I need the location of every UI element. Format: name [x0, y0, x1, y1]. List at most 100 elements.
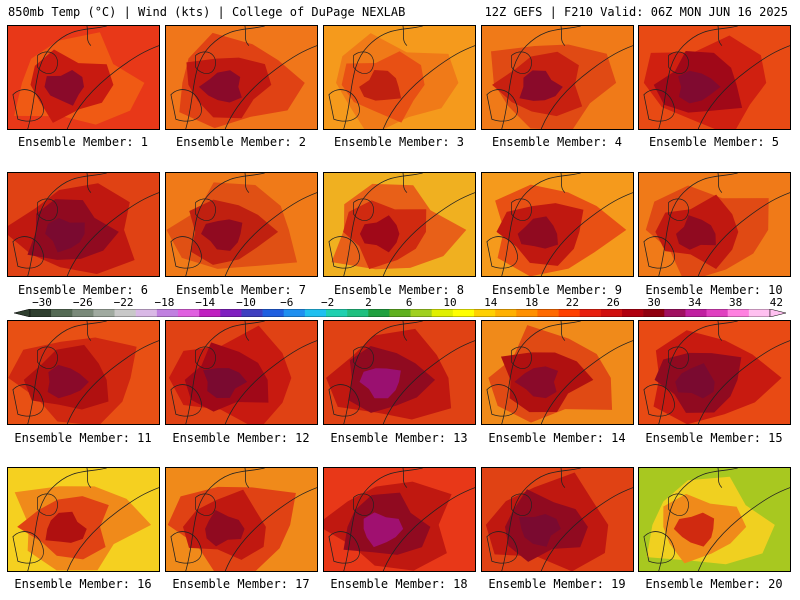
ensemble-member-label: Ensemble Member: 17: [172, 577, 310, 591]
contour-line: [501, 173, 581, 276]
colorbar-tick: 10: [443, 296, 457, 309]
ensemble-member-map: [638, 172, 791, 277]
colorbar-tick: −30: [32, 296, 52, 309]
ensemble-member-label: Ensemble Member: 14: [488, 431, 626, 445]
colorbar-tick: −14: [195, 296, 216, 309]
temperature-field: [8, 468, 159, 571]
colorbar-tick: −18: [154, 296, 175, 309]
colorbar-swatch: [474, 309, 496, 317]
coastline: [560, 173, 566, 193]
contour-line: [697, 45, 790, 129]
contour-line: [185, 321, 265, 424]
temperature-field: [166, 468, 317, 571]
contour-line: [643, 89, 675, 122]
ensemble-member-label: Ensemble Member: 13: [330, 431, 468, 445]
contour-line: [12, 384, 44, 417]
ensemble-member-map: [7, 467, 160, 572]
colorbar-right-arrow: [769, 309, 786, 317]
ensemble-member-map: [481, 320, 634, 425]
contour-line: [37, 493, 58, 516]
contour-line: [224, 487, 317, 571]
contour-line: [37, 198, 58, 221]
colorbar-tick: 6: [405, 296, 413, 309]
colorbar-tick: 14: [484, 296, 498, 309]
ensemble-member-map: [165, 172, 318, 277]
ensemble-member-map: [481, 172, 634, 277]
contour-line: [343, 26, 423, 129]
colorbar-swatch: [93, 309, 115, 317]
colorbar-tick: 18: [524, 296, 539, 309]
colorbar-swatch: [516, 309, 538, 317]
colorbar-swatch: [537, 309, 559, 317]
ensemble-member-label: Ensemble Member: 19: [488, 577, 626, 591]
colorbar-swatch: [748, 309, 771, 317]
contour-line: [343, 173, 423, 276]
temperature-field: [324, 26, 475, 129]
temperature-field: [482, 321, 633, 424]
ensemble-member-map: [7, 25, 160, 130]
colorbar-tick: 2: [365, 296, 372, 309]
contour-line: [540, 487, 633, 571]
coastline: [402, 26, 408, 46]
colorbar-swatch: [72, 309, 94, 317]
coastline: [244, 26, 250, 46]
temperature-field: [639, 26, 790, 129]
temperature-field: [639, 173, 790, 276]
contour-line: [697, 192, 790, 276]
temperature-field: [482, 468, 633, 571]
colorbar-swatch: [664, 309, 686, 317]
coastline: [86, 26, 92, 46]
coastline: [402, 468, 408, 488]
contour-line: [66, 487, 159, 571]
coastline: [244, 173, 250, 193]
temperature-field: [482, 173, 633, 276]
contour-line: [12, 531, 44, 564]
colorbar-swatch: [178, 309, 200, 317]
ensemble-member-map: [7, 320, 160, 425]
coastline: [717, 26, 723, 46]
temperature-field: [166, 173, 317, 276]
coastline: [86, 468, 92, 488]
colorbar-swatch: [156, 309, 179, 317]
contour-line: [511, 198, 532, 221]
contour-line: [511, 493, 532, 516]
ensemble-member-label: Ensemble Member: 12: [172, 431, 310, 445]
colorbar-tick: −6: [280, 296, 294, 309]
colorbar-swatch: [579, 309, 602, 317]
coastline: [86, 173, 92, 193]
map-title: 850mb Temp (°C) | Wind (kts) | College o…: [8, 5, 406, 19]
ensemble-member-map: [638, 467, 791, 572]
contour-line: [486, 89, 518, 122]
contour-line: [27, 173, 107, 276]
ensemble-member-map: [481, 467, 634, 572]
ensemble-member-label: Ensemble Member: 4: [491, 135, 623, 149]
ensemble-member-map: [7, 172, 160, 277]
colorbar-swatch: [368, 309, 390, 317]
temperature-field: [482, 26, 633, 129]
contour-line: [658, 173, 738, 276]
contour-line: [170, 384, 202, 417]
contour-line: [37, 51, 58, 74]
contour-line: [540, 45, 633, 129]
contour-line: [643, 236, 675, 269]
contour-line: [353, 51, 374, 74]
ensemble-member-map: [638, 25, 791, 130]
colorbar-swatch: [706, 309, 729, 317]
coastline: [244, 321, 250, 341]
colorbar-swatch: [643, 309, 665, 317]
colorbar-tick-labels: −30 −26 −22 −18 −14 −10 −6 −2 2 6 10 14 18 22 26 30 34 38…: [14, 296, 786, 309]
colorbar-swatch: [622, 309, 644, 317]
colorbar-tick: 34: [688, 296, 702, 309]
colorbar-swatch: [220, 309, 242, 317]
ensemble-member-label: Ensemble Member: 20: [645, 577, 783, 591]
colorbar-tick: 42: [769, 296, 784, 309]
colorbar-swatch: [452, 309, 475, 317]
colorbar-tick: 26: [606, 296, 620, 309]
contour-line: [170, 89, 202, 122]
colorbar-swatch: [304, 309, 327, 317]
ensemble-member-label: Ensemble Member: 16: [14, 577, 152, 591]
colorbar: [14, 309, 786, 317]
contour-line: [185, 468, 265, 571]
ensemble-member-label: Ensemble Member: 7: [175, 283, 307, 297]
ensemble-member-map: [323, 320, 476, 425]
